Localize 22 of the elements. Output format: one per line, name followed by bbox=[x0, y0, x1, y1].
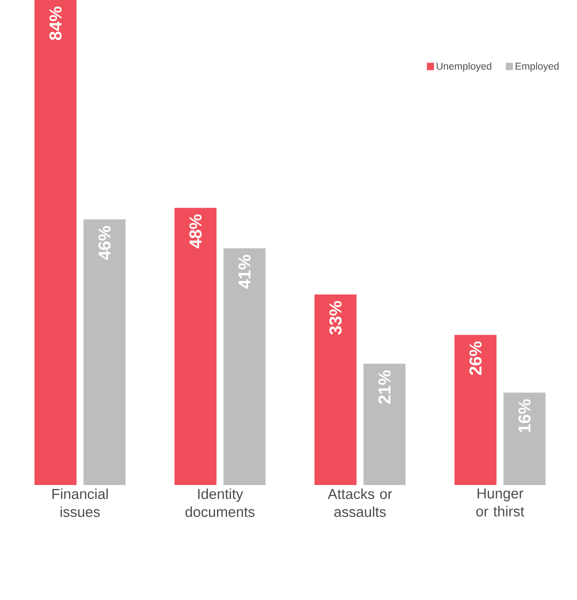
data-label: 33% bbox=[329, 301, 342, 335]
x-tick-label: Identity documents bbox=[186, 488, 255, 517]
data-label: 41% bbox=[238, 254, 251, 289]
bar bbox=[224, 248, 266, 485]
data-label: 46% bbox=[98, 226, 111, 260]
x-tick-label: Financial issues bbox=[52, 488, 108, 517]
x-tick-label: Hunger or thirst bbox=[476, 488, 524, 516]
data-label: 48% bbox=[189, 214, 202, 248]
data-label: 26% bbox=[469, 342, 482, 375]
legend-label: Unemployed bbox=[436, 62, 492, 72]
bar bbox=[174, 208, 216, 485]
data-label: 84% bbox=[49, 6, 62, 40]
data-label: 16% bbox=[518, 399, 531, 432]
bar bbox=[84, 219, 126, 485]
bar bbox=[454, 334, 497, 485]
bar bbox=[34, 0, 76, 485]
data-label: 21% bbox=[378, 370, 391, 404]
bar bbox=[314, 294, 357, 485]
legend-label: Employed bbox=[516, 62, 559, 72]
bar bbox=[364, 364, 406, 485]
bar bbox=[504, 392, 546, 485]
x-tick-label: Attacks or assaults bbox=[328, 488, 392, 517]
